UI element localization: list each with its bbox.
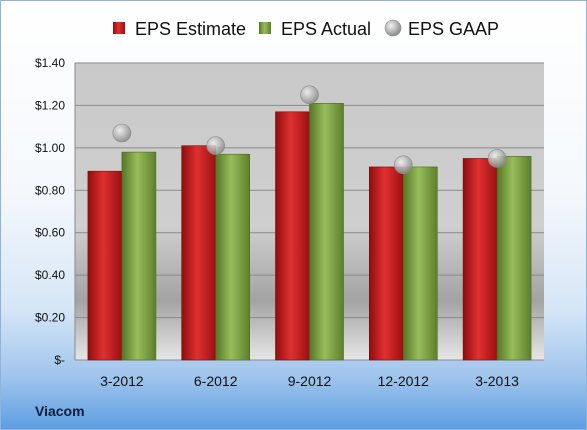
y-tick-label: $0.20 [35, 311, 65, 325]
bar-actual-6-2012 [215, 153, 250, 361]
bars [87, 103, 532, 361]
y-tick-label: $- [54, 353, 65, 367]
legend-swatch-eps-gaap [384, 19, 402, 37]
y-tick-label: $0.60 [35, 226, 65, 240]
legend-swatch-eps-actual [259, 22, 271, 34]
legend-label-eps-actual: EPS Actual [281, 19, 371, 39]
x-tick-label: 3-2013 [475, 373, 519, 389]
marker-gaap-12-2012 [393, 155, 413, 175]
x-tick-label: 12-2012 [378, 373, 430, 389]
legend-label-eps-estimate: EPS Estimate [135, 19, 246, 39]
bar-estimate-6-2012 [181, 145, 216, 361]
x-tick-label: 9-2012 [288, 373, 332, 389]
legend-label-eps-gaap: EPS GAAP [408, 19, 499, 39]
company-name: Viacom [35, 403, 85, 419]
marker-gaap-3-2013 [487, 149, 507, 168]
gaap-markers [112, 85, 507, 175]
bar-actual-9-2012 [309, 103, 344, 361]
y-axis: $- $0.20 $0.40 $0.60 $0.80 $1.00 $1.20 $1.40 [35, 56, 76, 367]
bar-actual-3-2012 [121, 151, 157, 361]
bar-estimate-3-2013 [462, 158, 498, 361]
bar-estimate-9-2012 [275, 111, 310, 361]
bar-actual-3-2013 [496, 156, 532, 361]
y-tick-label: $1.40 [35, 56, 65, 70]
marker-gaap-9-2012 [300, 85, 319, 105]
x-tick-label: 6-2012 [194, 373, 238, 389]
y-tick-label: $1.00 [35, 141, 65, 155]
bar-actual-12-2012 [402, 166, 438, 361]
y-tick-label: $0.40 [35, 268, 65, 282]
bar-estimate-3-2012 [87, 170, 123, 361]
legend-swatch-eps-estimate [113, 22, 125, 34]
legend: EPS Estimate EPS Actual EPS GAAP [113, 19, 499, 39]
marker-gaap-6-2012 [206, 136, 225, 156]
y-tick-label: $0.80 [35, 183, 65, 197]
y-tick-label: $1.20 [35, 98, 65, 112]
x-tick-label: 3-2012 [100, 373, 144, 389]
bar-estimate-12-2012 [368, 166, 404, 361]
marker-gaap-3-2012 [112, 123, 132, 143]
x-axis: 3-2012 6-2012 9-2012 12-2012 3-2013 [100, 373, 519, 389]
